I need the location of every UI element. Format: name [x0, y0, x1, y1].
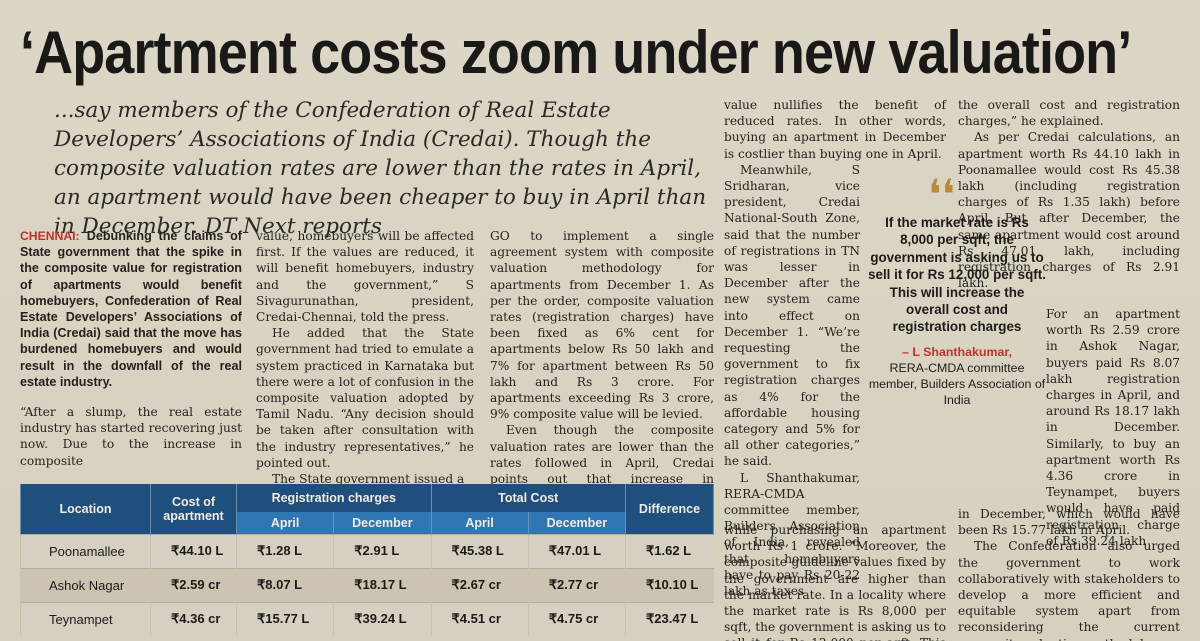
cell-total-april: ₹2.67 cr: [430, 567, 529, 602]
cell-location: Ashok Nagar: [20, 567, 151, 602]
column-5-narrow: For an apartment worth Rs 2.59 crore in …: [1046, 306, 1180, 549]
header-total-december: December: [527, 512, 627, 534]
paragraph: He added that the State government had t…: [256, 326, 474, 470]
paragraph: value, homebuyers will be affected first…: [256, 229, 474, 325]
table-row: Poonamallee ₹44.10 L ₹1.28 L ₹2.91 L ₹45…: [20, 533, 714, 568]
header-reg-april: April: [235, 512, 335, 534]
cell-reg-december: ₹18.17 L: [333, 567, 431, 602]
paragraph: As per Credai calculations, an apartment…: [958, 130, 1180, 291]
quote-author-title: RERA-CMDA committee member, Builders Ass…: [868, 360, 1046, 407]
header-total: Total Cost: [430, 484, 626, 512]
cell-total-december: ₹4.75 cr: [527, 601, 626, 636]
quote-author: – L Shanthakumar,: [902, 344, 1012, 359]
cell-total-december: ₹47.01 L: [527, 533, 626, 568]
column-4: value nullifies the benefit of reduced r…: [724, 97, 946, 599]
paragraph: the overall cost and registration charge…: [958, 98, 1180, 129]
quote-mark-icon: ❛❛: [928, 171, 956, 218]
table-row: Teynampet ₹4.36 cr ₹15.77 L ₹39.24 L ₹4.…: [20, 601, 714, 636]
headline: ‘Apartment costs zoom under new valuatio…: [20, 19, 1132, 86]
cell-location: Poonamallee: [20, 533, 151, 568]
column-1: CHENNAI: Debunking the claims of State g…: [20, 228, 242, 469]
column-2: value, homebuyers will be affected first…: [256, 228, 474, 487]
column-4-continued: while purchasing an apartment worth Rs 1…: [724, 522, 946, 641]
cell-cost: ₹4.36 cr: [150, 601, 237, 636]
cell-cost: ₹2.59 cr: [150, 567, 237, 602]
header-location: Location: [20, 484, 151, 534]
column-5-continued: in December, which would have been Rs 15…: [958, 506, 1180, 641]
cell-total-april: ₹4.51 cr: [430, 601, 529, 636]
cell-reg-april: ₹8.07 L: [235, 567, 334, 602]
cost-comparison-table: Location Cost of apartment Registration …: [20, 484, 714, 636]
cell-location: Teynampet: [20, 601, 151, 636]
paragraph: Meanwhile, S Sridharan, vice president, …: [724, 162, 860, 469]
paragraph: value nullifies the benefit of reduced r…: [724, 98, 946, 161]
deck-standfirst: ...say members of the Confederation of R…: [54, 98, 707, 239]
header-reg-december: December: [333, 512, 432, 534]
lead-text: Debunking the claims of State government…: [20, 229, 242, 389]
paragraph: L Shanthakumar, RERA-CMDA committee memb…: [724, 470, 860, 599]
cell-difference: ₹1.62 L: [625, 533, 714, 568]
paragraph: GO to implement a single agreement syste…: [490, 229, 714, 422]
cell-reg-december: ₹39.24 L: [333, 601, 431, 636]
paragraph: while purchasing an apartment worth Rs 1…: [724, 523, 946, 641]
cell-reg-april: ₹15.77 L: [235, 601, 334, 636]
header-cost: Cost of apartment: [150, 484, 237, 534]
cell-total-december: ₹2.77 cr: [527, 567, 626, 602]
quote-text: If the market rate is Rs 8,000 per sqft,…: [868, 215, 1046, 335]
header-registration: Registration charges: [236, 484, 432, 512]
paragraph: The Confederation also urged the governm…: [958, 539, 1180, 641]
cell-reg-april: ₹1.28 L: [235, 533, 334, 568]
header-difference: Difference: [625, 484, 714, 534]
cell-reg-december: ₹2.91 L: [333, 533, 431, 568]
lead-paragraph: CHENNAI: Debunking the claims of State g…: [20, 228, 242, 390]
cell-cost: ₹44.10 L: [150, 533, 237, 568]
header-total-april: April: [430, 512, 529, 534]
paragraph: in December, which would have been Rs 15…: [958, 507, 1180, 538]
paragraph: The State government issued a: [272, 472, 465, 487]
column-3: GO to implement a single agreement syste…: [490, 228, 714, 503]
paragraph: “After a slump, the real estate industry…: [20, 405, 242, 468]
table-row: Ashok Nagar ₹2.59 cr ₹8.07 L ₹18.17 L ₹2…: [20, 567, 714, 602]
dateline: CHENNAI:: [20, 229, 80, 243]
cell-total-april: ₹45.38 L: [430, 533, 529, 568]
paragraph: For an apartment worth Rs 2.59 crore in …: [1046, 307, 1180, 548]
pull-quote: ❛❛ If the market rate is Rs 8,000 per sq…: [868, 171, 1046, 408]
cell-difference: ₹23.47 L: [625, 601, 714, 636]
cell-difference: ₹10.10 L: [625, 567, 714, 602]
column-5: the overall cost and registration charge…: [958, 97, 1180, 291]
quote-attribution: – L Shanthakumar, RERA-CMDA committee me…: [868, 344, 1046, 408]
